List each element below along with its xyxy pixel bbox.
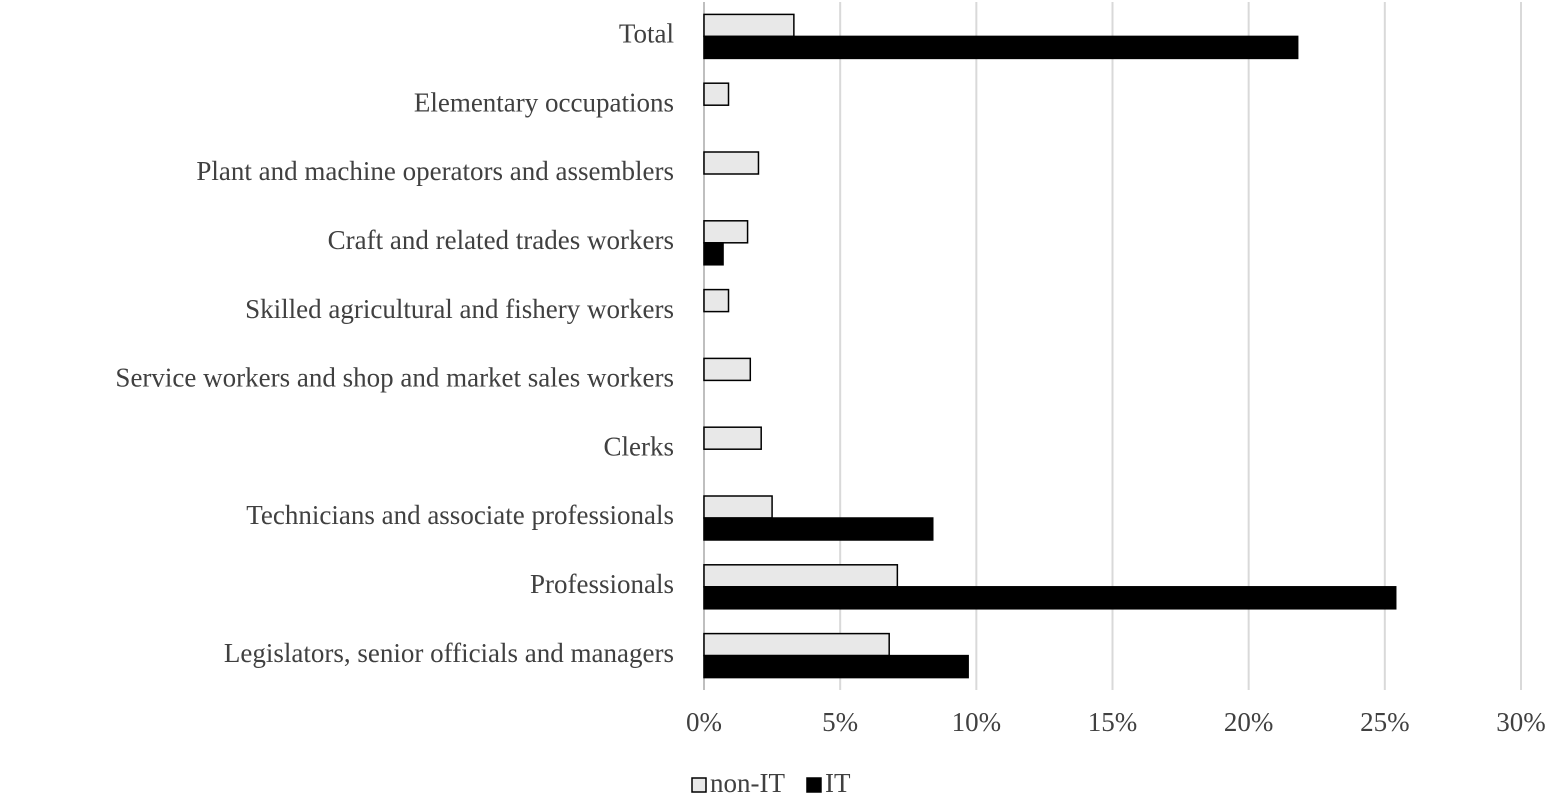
bar [703,632,890,657]
y-tick-label: Clerks [604,431,675,461]
y-tick-label: Craft and related trades workers [328,225,674,255]
bar [703,288,730,313]
y-tick-label: Technicians and associate professionals [246,500,674,530]
bar [703,495,773,519]
x-tick-label: 0% [686,707,722,737]
bar [703,586,1397,610]
legend-label: IT [825,768,851,798]
legend-label: non-IT [710,768,785,798]
bar [703,517,934,541]
y-tick-label: Plant and machine operators and assemble… [196,156,674,186]
x-tick-label: 5% [822,707,858,737]
bar [703,220,749,244]
legend-swatch [806,777,822,793]
x-tick-label: 10% [952,707,1002,737]
bar [703,82,730,106]
x-tick-label: 25% [1360,707,1410,737]
bar [703,242,724,266]
x-tick-label: 20% [1224,707,1274,737]
bar [703,564,899,588]
bar [703,426,762,450]
bar [703,13,795,38]
bar [703,357,752,382]
legend-swatch [691,777,707,793]
bar [703,151,760,175]
y-tick-label: Elementary occupations [414,87,674,117]
y-tick-label: Legislators, senior officials and manage… [224,638,674,668]
y-tick-label: Skilled agricultural and fishery workers [245,294,674,324]
bar [703,35,1299,60]
y-tick-label: Professionals [530,569,674,599]
x-tick-label: 30% [1496,707,1546,737]
bar [703,654,969,679]
x-tick-label: 15% [1088,707,1138,737]
y-tick-label: Service workers and shop and market sale… [115,363,674,393]
y-tick-label: Total [619,19,674,49]
